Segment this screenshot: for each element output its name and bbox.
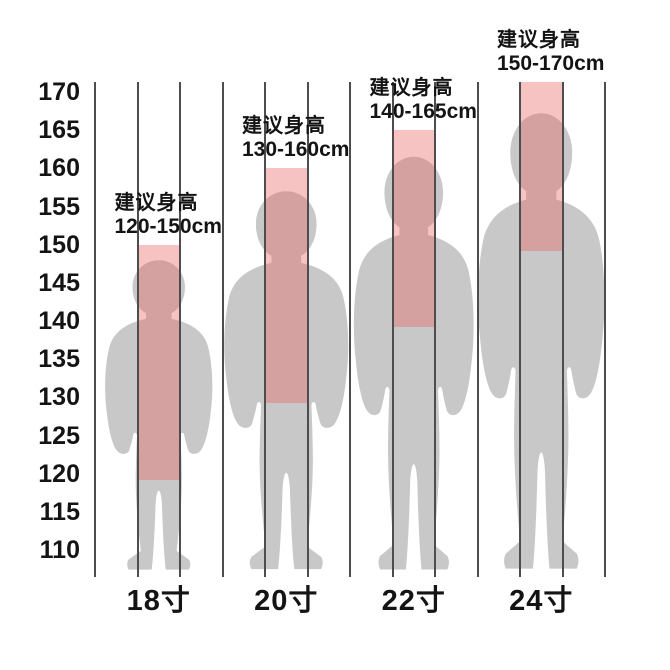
advisory-range: 150-170cm (497, 52, 605, 75)
grid-line-7 (349, 82, 351, 577)
grid-line-12 (561, 82, 564, 577)
y-axis-tick-165: 165 (38, 116, 80, 145)
recommended-height-bar-22寸 (392, 130, 435, 327)
y-axis-tick-125: 125 (38, 421, 80, 450)
grid-line-6 (306, 82, 309, 577)
y-axis-tick-135: 135 (38, 345, 80, 374)
y-axis-tick-120: 120 (38, 459, 80, 488)
advisory-title: 建议身高 (114, 191, 199, 214)
grid-line-5 (264, 82, 266, 577)
wheel-size-label-18寸: 18寸 (126, 585, 191, 617)
wheel-size-label-24寸: 24寸 (509, 585, 574, 617)
child-silhouette-4 (477, 113, 605, 569)
grid-line-13 (604, 82, 606, 577)
advisory-label-22寸: 建议身高 140-165cm (370, 77, 540, 124)
grid-line-9 (434, 82, 436, 577)
child-silhouette-2 (224, 191, 349, 570)
child-silhouette-3 (353, 156, 474, 570)
advisory-label-18寸: 建议身高 120-150cm (115, 192, 285, 239)
wheel-size-label-20寸: 20寸 (254, 585, 319, 617)
advisory-title: 建议身高 (242, 115, 326, 138)
advisory-title: 建议身高 (497, 29, 581, 51)
y-axis-tick-170: 170 (38, 78, 80, 106)
grid-line-10 (476, 82, 479, 577)
grid-line-8 (391, 82, 394, 577)
advisory-range: 120-150cm (114, 214, 222, 238)
y-axis-tick-160: 160 (38, 154, 80, 183)
recommended-height-bar-20寸 (265, 168, 308, 404)
y-axis-tick-145: 145 (38, 268, 80, 297)
y-axis-tick-130: 130 (38, 383, 80, 412)
advisory-range: 140-165cm (369, 100, 477, 124)
grid-line-3 (179, 82, 181, 577)
child-silhouette-1 (105, 260, 213, 570)
advisory-title: 建议身高 (369, 77, 454, 100)
y-axis-tick-140: 140 (38, 307, 80, 335)
recommended-height-bar-24寸 (520, 82, 563, 251)
grid-line-4 (221, 82, 224, 577)
y-axis-tick-115: 115 (39, 497, 80, 526)
grid-line-1 (94, 82, 96, 577)
recommended-height-bar-18寸 (137, 244, 180, 480)
advisory-range: 130-160cm (242, 138, 350, 162)
y-axis-tick-155: 155 (38, 192, 80, 221)
advisory-label-20寸: 建议身高 130-160cm (242, 115, 412, 162)
y-axis-tick-150: 150 (38, 230, 80, 259)
advisory-label-24寸: 建议身高 150-170cm (497, 29, 667, 76)
grid-line-2 (136, 82, 139, 577)
wheel-size-label-22寸: 22寸 (381, 585, 446, 617)
y-axis-tick-110: 110 (39, 536, 80, 564)
grid-line-11 (519, 82, 521, 577)
